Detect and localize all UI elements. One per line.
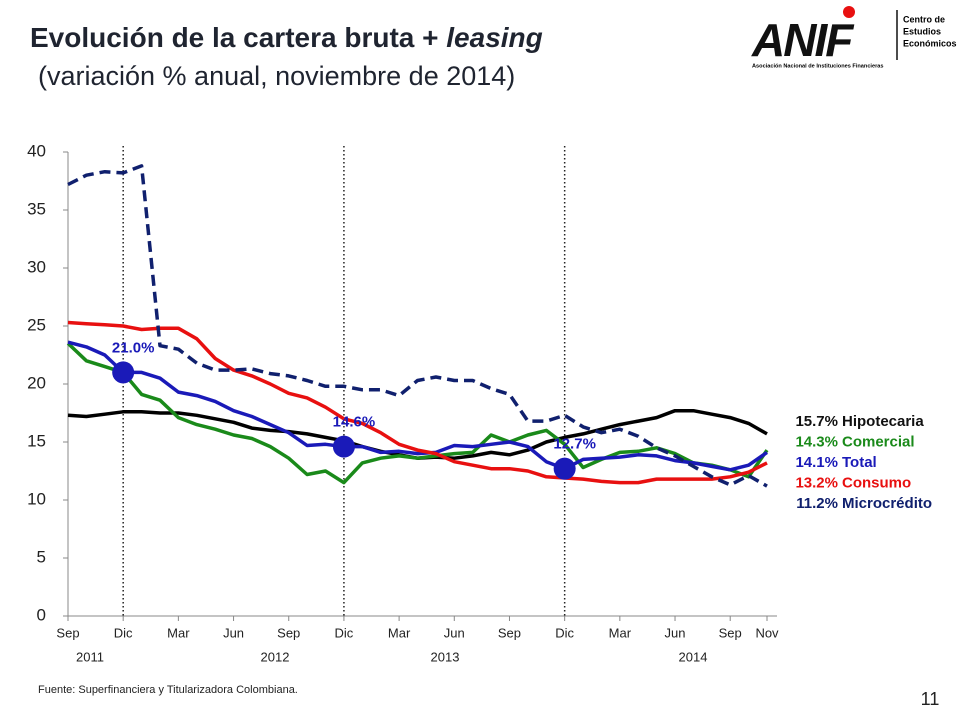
y-tick-label: 5 [37,547,46,566]
x-tick-label: Sep [498,625,521,640]
series-line [67,340,768,472]
logo-unit: Centro de [903,14,945,24]
chart-subtitle: (variación % anual, noviembre de 2014) [38,61,515,91]
x-tick-label: Nov [755,625,779,640]
legend-label: Comercial [842,433,915,450]
chart-title: Evolución de la cartera bruta + leasing [30,22,543,53]
legend-label: Hipotecaria [842,413,924,430]
end-value-label: 14.1% [795,454,838,471]
point-label: 12.7% [553,436,596,453]
year-label: 2014 [679,649,708,664]
end-value-label: 13.2% [795,474,838,491]
point-label: 21.0% [112,339,155,356]
logo: ANIF Centro de Estudios Económicos Asoci… [751,6,957,69]
y-tick-label: 20 [27,373,46,392]
year-label: 2011 [76,649,104,664]
x-tick-label: Sep [719,625,742,640]
y-tick-label: 30 [27,257,46,276]
x-tick-label: Dic [114,625,133,640]
legend-label: Total [842,454,877,471]
x-tick-label: Mar [167,625,190,640]
highlight-point [332,435,355,458]
logo-dot [843,6,855,18]
logo-name: ANIF [751,14,855,66]
year-label: 2013 [431,649,460,664]
highlight-point [112,361,135,384]
series-line [67,320,768,485]
title-main: Evolución de la cartera bruta + [30,22,446,53]
x-tick-label: Sep [56,625,79,640]
title-emphasis: leasing [446,22,542,53]
end-value-label: 11.2% [796,495,838,512]
source-note: Fuente: Superfinanciera y Titularizadora… [38,684,298,696]
legend-label: Microcrédito [842,495,932,512]
x-tick-label: Jun [444,625,465,640]
y-tick-label: 10 [27,489,46,508]
series-line [66,342,769,485]
year-label: 2012 [261,649,290,664]
x-tick-label: Dic [335,625,354,640]
end-value-label: 15.7% [795,413,838,430]
x-tick-label: Jun [223,625,244,640]
y-tick-label: 25 [27,315,46,334]
x-tick-label: Dic [555,625,574,640]
page-number: 11 [921,689,940,709]
y-tick-label: 0 [37,605,46,624]
legend-label: Consumo [842,474,911,491]
logo-full-name: Asociación Nacional de Instituciones Fin… [752,63,884,69]
x-tick-label: Mar [388,625,411,640]
y-tick-label: 35 [27,199,46,218]
logo-unit: Económicos [903,38,957,48]
x-tick-label: Sep [277,625,300,640]
series-line [67,164,768,488]
y-tick-label: 15 [27,431,46,450]
x-tick-label: Mar [609,625,632,640]
end-value-label: 14.3% [795,433,838,450]
y-tick-label: 40 [27,141,46,160]
x-tick-label: Jun [665,625,686,640]
logo-unit: Estudios [903,26,941,36]
point-label: 14.6% [333,414,376,431]
highlight-point [553,457,576,480]
